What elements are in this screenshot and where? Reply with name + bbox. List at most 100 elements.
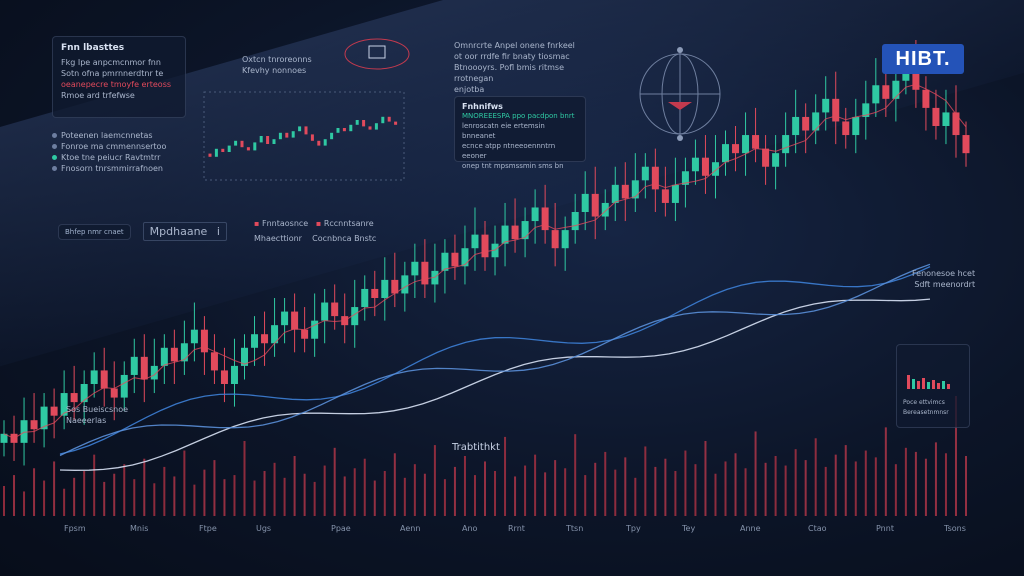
- volume-bar: [393, 453, 396, 516]
- legend-subitem: Mhaecttionr: [254, 234, 302, 243]
- volume-bar: [844, 445, 847, 516]
- volume-bar: [233, 475, 236, 516]
- moving-average-line: [3, 83, 967, 439]
- volume-bars: [3, 396, 967, 516]
- list-item[interactable]: Fonroe ma cmmennsertoo: [52, 141, 192, 152]
- volume-bar: [965, 456, 967, 516]
- panel-line: Fkg Ipe anpcmcnmor fnn: [61, 58, 161, 67]
- list-item[interactable]: Poteenen laemcnnetas: [52, 130, 192, 141]
- volume-bar: [13, 475, 16, 516]
- indicator-lines: [3, 83, 967, 471]
- volume-bar: [904, 447, 907, 516]
- volume-bar: [604, 451, 607, 516]
- panel-title: Fnn lbasttes: [61, 43, 125, 53]
- mini-chart: [203, 91, 405, 181]
- legend-subitem: Cocnbnca Bnstc: [312, 234, 377, 243]
- volume-bar: [634, 477, 637, 516]
- top-left-panel: Fnn lbasttes Fkg Ipe anpcmcnmor fnn Sotn…: [52, 36, 186, 118]
- candle-body: [792, 116, 800, 136]
- candle-body: [631, 180, 639, 199]
- candle-body: [371, 288, 379, 298]
- list-item[interactable]: Ktoe tne peiucr Ravtmtrr: [52, 152, 192, 163]
- volume-bar: [283, 477, 286, 516]
- volume-bar: [403, 477, 406, 516]
- volume-bar: [944, 453, 947, 516]
- volume-bar: [754, 431, 757, 516]
- volume-bar: [463, 456, 466, 516]
- volume-bar: [93, 454, 96, 516]
- candle-body: [501, 225, 509, 244]
- volume-bar: [153, 483, 156, 516]
- volume-bar: [664, 458, 667, 516]
- toolbar-badge[interactable]: Bhfep nmr cnaet: [58, 223, 131, 240]
- candle-body: [812, 112, 820, 131]
- candle-body: [401, 275, 409, 294]
- candle-body: [160, 347, 168, 366]
- volume-bar: [574, 434, 577, 516]
- volume-bar: [453, 466, 456, 516]
- mini-candle: [214, 148, 218, 157]
- candle-body: [351, 307, 359, 326]
- volume-bar: [744, 468, 747, 516]
- candle-body: [471, 234, 479, 249]
- candle-body: [170, 347, 178, 362]
- mini-candle: [362, 120, 366, 127]
- volume-bar: [864, 450, 867, 516]
- globe-icon: [639, 47, 721, 141]
- x-tick: Aenn: [400, 524, 421, 533]
- candle-body: [321, 302, 329, 321]
- candle-body: [291, 311, 299, 330]
- candle-body: [261, 334, 269, 344]
- candle-body: [711, 162, 719, 176]
- right-label: Fenonesoe hcet Sdft meenordrt: [912, 269, 976, 289]
- volume-bar: [353, 468, 356, 516]
- candle-body: [962, 135, 970, 154]
- candle-body: [952, 112, 960, 136]
- candle-body: [281, 311, 289, 326]
- mini-candle: [234, 140, 238, 146]
- candle-body: [541, 207, 549, 231]
- candle-body: [852, 116, 860, 136]
- volume-bar: [764, 462, 767, 516]
- volume-bar: [494, 471, 497, 516]
- candle-body: [862, 103, 870, 117]
- volume-bar: [924, 458, 927, 516]
- x-tick: Rrnt: [508, 524, 525, 533]
- volume-bar: [564, 468, 567, 516]
- candle-body: [822, 98, 830, 113]
- volume-bar: [834, 454, 837, 516]
- volume-bar: [163, 466, 166, 516]
- candle-body: [271, 325, 279, 344]
- volume-bar: [443, 479, 446, 516]
- candle-body: [922, 89, 930, 108]
- volume-bar: [684, 450, 687, 516]
- mini-candle: [310, 134, 314, 141]
- candle-body: [361, 288, 369, 308]
- volume-bar: [23, 491, 26, 516]
- mini-chart-frame: [203, 91, 405, 181]
- legend-item: Fnntaosnce: [261, 219, 309, 228]
- candle-body: [20, 420, 28, 443]
- x-tick: Mnis: [130, 524, 149, 533]
- inset-bars: [907, 375, 950, 389]
- candle-body: [130, 356, 138, 375]
- volume-bar: [183, 450, 186, 516]
- brand-logo[interactable]: HIBT.: [882, 44, 964, 74]
- candle-body: [90, 370, 98, 384]
- mini-candle: [387, 116, 391, 122]
- candle-body: [611, 184, 619, 203]
- left-label: Sos Bueiscsnoe Naeeerlas: [66, 405, 129, 425]
- candle-body: [701, 157, 709, 176]
- volume-bar: [243, 441, 246, 516]
- x-tick: Ttsn: [566, 524, 584, 533]
- mode-button[interactable]: Mpdhaane i: [142, 222, 227, 241]
- candle-body: [0, 433, 8, 443]
- volume-bar: [123, 464, 126, 516]
- mini-candle: [227, 145, 231, 152]
- inset-line: Poce ettvimcs: [903, 399, 945, 406]
- candle-body: [411, 261, 419, 276]
- list-item[interactable]: Fnosorn tnrsmmirrafnoen: [52, 163, 192, 174]
- x-tick: Pnnt: [876, 524, 894, 533]
- volume-bar: [293, 456, 296, 516]
